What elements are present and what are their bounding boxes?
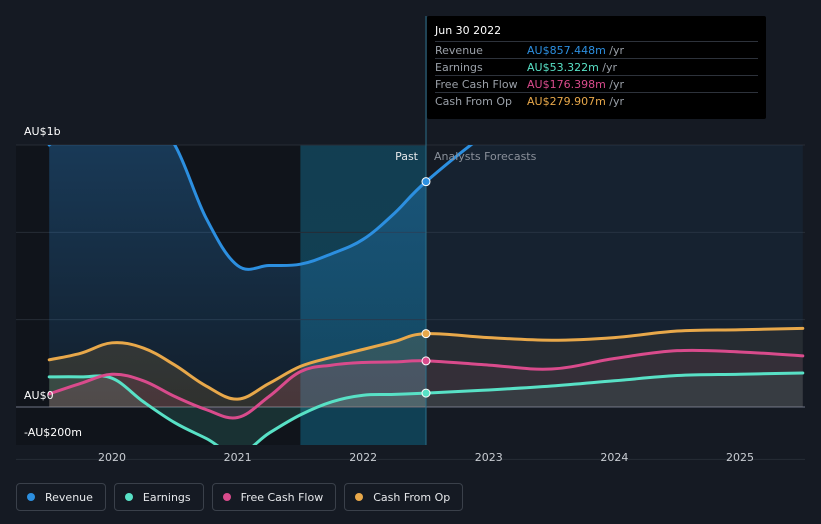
earnings-forecast-area bbox=[426, 372, 803, 407]
legend-item-earnings[interactable]: Earnings bbox=[113, 483, 204, 511]
cash-from-op-line bbox=[47, 326, 805, 401]
tooltip-value: AU$279.907m bbox=[527, 95, 606, 108]
tooltip-value: AU$176.398m bbox=[527, 78, 606, 91]
tooltip-label: Earnings bbox=[435, 61, 483, 74]
series-areas bbox=[49, 145, 803, 445]
legend-item-cash-from-op[interactable]: Cash From Op bbox=[344, 483, 464, 511]
legend-label: Earnings bbox=[142, 490, 191, 504]
tooltip-row-free-cash-flow: Free Cash Flow AU$176.398m /yr bbox=[435, 75, 758, 93]
legend-label: Free Cash Flow bbox=[240, 490, 324, 504]
revenue-area bbox=[49, 145, 426, 407]
tooltip-value: AU$857.448m bbox=[527, 44, 606, 57]
revenue-line bbox=[47, 145, 474, 271]
x-tick-label: 2020 bbox=[98, 451, 126, 464]
x-axis-labels: 2020 2021 2022 2023 2024 2025 bbox=[98, 451, 754, 464]
x-tick-label: 2022 bbox=[349, 451, 377, 464]
free-cash-flow-marker bbox=[421, 356, 431, 366]
cash-from-op-dot-icon bbox=[355, 493, 364, 501]
x-tick-label: 2025 bbox=[726, 451, 754, 464]
free-cash-flow-area bbox=[49, 360, 426, 418]
x-tick-label: 2024 bbox=[600, 451, 628, 464]
series-lines bbox=[47, 145, 805, 445]
free-cash-flow-forecast-area bbox=[426, 350, 803, 407]
legend-label: Revenue bbox=[45, 490, 93, 504]
free-cash-flow-line bbox=[47, 348, 805, 420]
y-tick-label: -AU$200m bbox=[24, 426, 82, 439]
y-tick-label: AU$0 bbox=[24, 389, 54, 402]
past-label: Past bbox=[395, 150, 419, 163]
legend-label: Cash From Op bbox=[373, 490, 451, 504]
revenue-dot-icon bbox=[27, 493, 35, 501]
cash-from-op-forecast-area bbox=[426, 328, 803, 407]
tooltip-label: Revenue bbox=[435, 44, 483, 57]
tooltip-row-earnings: Earnings AU$53.322m /yr bbox=[435, 58, 758, 76]
forecast-label: Analysts Forecasts bbox=[434, 150, 537, 163]
chart-tooltip: Jun 30 2022 Revenue AU$857.448m /yr Earn… bbox=[427, 16, 766, 119]
revenue-forecast-area bbox=[426, 145, 803, 407]
earnings-dot-icon bbox=[124, 493, 133, 501]
x-tick-label: 2021 bbox=[224, 451, 252, 464]
earnings-marker bbox=[421, 388, 431, 398]
cash-from-op-marker bbox=[421, 329, 431, 339]
chart-legend: Revenue Earnings Free Cash Flow Cash Fro… bbox=[16, 483, 464, 511]
tooltip-label: Free Cash Flow bbox=[435, 78, 518, 91]
tooltip-unit: /yr bbox=[609, 44, 625, 57]
tooltip-markers bbox=[421, 177, 431, 398]
free-cash-flow-dot-icon bbox=[222, 493, 231, 501]
legend-item-revenue[interactable]: Revenue bbox=[16, 483, 106, 511]
y-tick-label: AU$1b bbox=[24, 125, 61, 138]
earnings-line bbox=[47, 371, 805, 445]
revenue-marker bbox=[421, 177, 431, 187]
tooltip-unit: /yr bbox=[602, 61, 618, 74]
earnings-area bbox=[49, 375, 426, 445]
cash-from-op-area bbox=[49, 333, 426, 407]
y-axis-labels: AU$1b AU$0 -AU$200m bbox=[24, 125, 82, 439]
tooltip-unit: /yr bbox=[609, 78, 625, 91]
x-tick-label: 2023 bbox=[475, 451, 503, 464]
tooltip-value: AU$53.322m bbox=[527, 61, 599, 74]
tooltip-row-revenue: Revenue AU$857.448m /yr bbox=[435, 41, 758, 59]
tooltip-unit: /yr bbox=[609, 95, 625, 108]
legend-item-free-cash-flow[interactable]: Free Cash Flow bbox=[211, 483, 337, 511]
tooltip-label: Cash From Op bbox=[435, 95, 513, 108]
tooltip-date: Jun 30 2022 bbox=[435, 24, 502, 37]
tooltip-row-cash-from-op: Cash From Op AU$279.907m /yr bbox=[435, 92, 758, 110]
